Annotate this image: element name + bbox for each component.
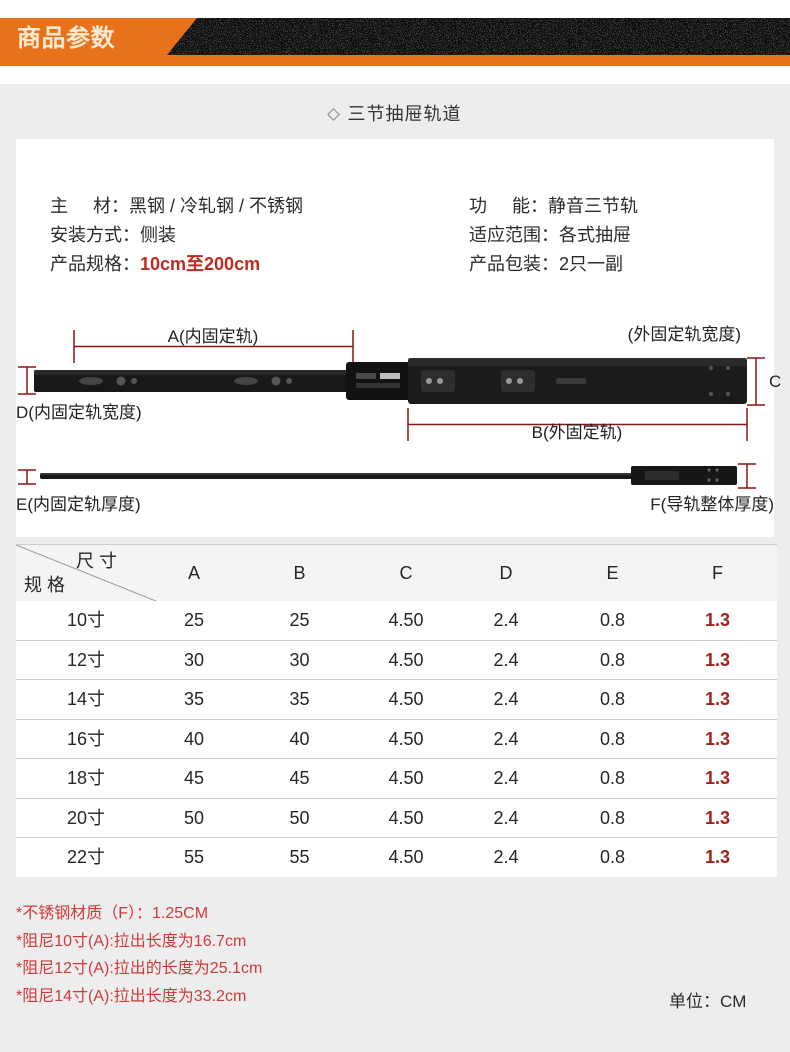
svg-text:D(内固定轨宽度): D(内固定轨宽度) <box>16 403 142 422</box>
svg-text:A(内固定轨): A(内固定轨) <box>168 327 259 346</box>
svg-text:B(外固定轨): B(外固定轨) <box>532 423 623 442</box>
svg-text:尺 寸: 尺 寸 <box>76 551 117 571</box>
svg-text:商品参数: 商品参数 <box>17 24 115 52</box>
svg-text:F(导轨整体厚度): F(导轨整体厚度) <box>650 495 774 514</box>
svg-text:(外固定轨宽度): (外固定轨宽度) <box>628 325 741 344</box>
svg-text:规 格: 规 格 <box>24 575 65 595</box>
svg-text:E(内固定轨厚度): E(内固定轨厚度) <box>16 495 141 514</box>
svg-text:C: C <box>769 372 781 391</box>
